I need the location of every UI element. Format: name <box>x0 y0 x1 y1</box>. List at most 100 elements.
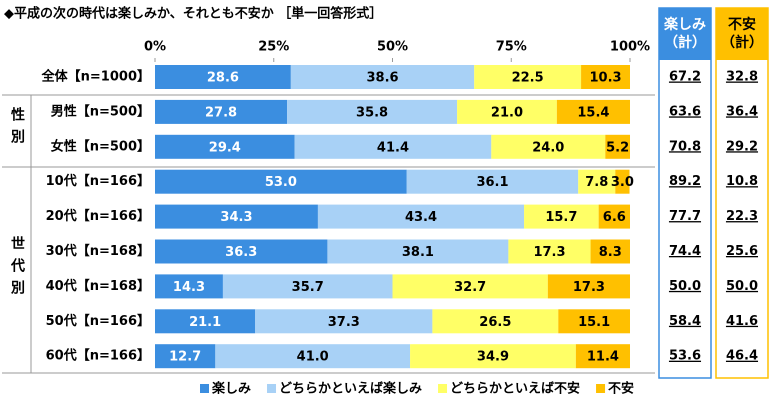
y-tick-label: 50代【n=166】 <box>46 313 150 329</box>
data-label: 38.6 <box>366 71 398 86</box>
summary-header-bg <box>659 8 711 60</box>
data-label: 11.4 <box>587 350 619 365</box>
legend-label: 不安 <box>608 381 634 397</box>
data-label: 15.4 <box>577 105 609 120</box>
bar-segment <box>598 204 630 229</box>
bar-segment <box>222 274 393 299</box>
data-label: 5.2 <box>606 140 629 155</box>
summary-value: 58.4 <box>669 314 701 329</box>
legend-swatch <box>200 384 209 393</box>
summary-value: 89.2 <box>669 174 701 189</box>
y-tick-label: 10代【n=166】 <box>46 173 150 189</box>
bar-segment <box>294 134 492 159</box>
bar-segment <box>155 344 216 369</box>
y-tick-label: 20代【n=166】 <box>46 208 150 224</box>
data-label: 10.3 <box>589 71 621 86</box>
bar-segment <box>327 239 509 264</box>
summary-value: 25.6 <box>726 244 758 259</box>
y-tick-label: 30代【n=168】 <box>46 243 150 259</box>
summary-value: 50.0 <box>726 279 758 294</box>
data-label: 35.7 <box>292 280 324 295</box>
bar-segment <box>575 344 630 369</box>
data-label: 32.7 <box>454 280 486 295</box>
summary-value: 50.0 <box>669 279 701 294</box>
summary-value: 36.4 <box>726 104 758 119</box>
bar-segment <box>287 99 458 124</box>
bar-segment <box>392 274 548 299</box>
group-label: 性別 <box>9 107 25 152</box>
bar-segment <box>556 99 630 124</box>
bar-segment <box>155 169 407 194</box>
summary-value: 46.4 <box>726 349 758 364</box>
x-tick-label: 50% <box>377 40 408 55</box>
summary-value: 70.8 <box>669 139 701 154</box>
y-tick-label: 男性【n=500】 <box>51 103 150 119</box>
legend-swatch <box>596 384 606 393</box>
summary-value: 67.2 <box>669 70 701 85</box>
chart-title: ◆平成の次の時代は楽しみか、それとも不安か ［単一回答形式］ <box>4 6 382 22</box>
y-tick-label: 全体【n=1000】 <box>41 69 150 85</box>
data-label: 29.4 <box>209 140 241 155</box>
bar-segment <box>155 134 295 159</box>
bar-segment <box>508 239 591 264</box>
summary-header: 不安（計） <box>721 17 763 51</box>
data-label: 43.4 <box>405 210 437 225</box>
data-label: 53.0 <box>265 175 297 190</box>
bar-segment <box>474 65 582 89</box>
bar-segment <box>524 204 599 229</box>
bar-segment <box>255 309 433 334</box>
bar-segment <box>155 204 318 229</box>
bar-segment <box>155 274 223 299</box>
bar-segment <box>605 134 630 159</box>
data-label: 41.4 <box>377 140 409 155</box>
x-tick-label: 25% <box>258 40 289 55</box>
group-label: 世代別 <box>9 235 25 302</box>
data-label: 12.7 <box>169 350 201 365</box>
bar-segment <box>155 99 288 124</box>
summary-value: 10.8 <box>726 174 758 189</box>
bar-segment <box>290 65 475 89</box>
data-label: 17.3 <box>573 280 605 295</box>
y-tick-label: 女性【n=500】 <box>51 138 150 154</box>
data-label: 26.5 <box>479 315 511 330</box>
legend-swatch <box>438 384 448 393</box>
bar-segment <box>155 239 328 264</box>
data-label: 38.1 <box>402 245 434 260</box>
bar-segment <box>491 134 606 159</box>
x-tick-label: 0% <box>144 40 166 55</box>
data-label: 22.5 <box>512 71 544 86</box>
bar-segment <box>578 169 616 194</box>
bar-segment <box>432 309 559 334</box>
legend-swatch <box>267 384 277 393</box>
data-label: 8.3 <box>599 245 622 260</box>
data-label: 6.6 <box>603 210 626 225</box>
summary-value: 32.8 <box>726 70 758 85</box>
bar-segment <box>410 344 576 369</box>
bar-segment <box>215 344 411 369</box>
data-label: 41.0 <box>297 350 329 365</box>
data-label: 17.3 <box>533 245 565 260</box>
summary-value: 22.3 <box>726 209 758 224</box>
summary-header: 楽しみ（計） <box>664 17 706 51</box>
legend-label: 楽しみ <box>211 381 251 397</box>
legend-label: どちらかといえば不安 <box>450 381 580 397</box>
bar-segment <box>581 65 630 89</box>
data-label: 21.0 <box>491 105 523 120</box>
summary-value: 29.2 <box>726 139 758 154</box>
data-label: 7.8 <box>585 175 608 190</box>
bar-segment <box>406 169 579 194</box>
summary-value: 41.6 <box>726 314 758 329</box>
bar-segment <box>590 239 630 264</box>
bar-segment <box>558 309 630 334</box>
data-label: 36.1 <box>476 175 508 190</box>
legend-label: どちらかといえば楽しみ <box>279 381 422 397</box>
data-label: 3.0 <box>611 175 634 190</box>
data-label: 15.1 <box>578 315 610 330</box>
data-label: 34.3 <box>220 210 252 225</box>
data-label: 15.7 <box>545 210 577 225</box>
data-label: 14.3 <box>173 280 205 295</box>
y-tick-label: 40代【n=168】 <box>46 278 150 294</box>
x-tick-label: 75% <box>496 40 527 55</box>
